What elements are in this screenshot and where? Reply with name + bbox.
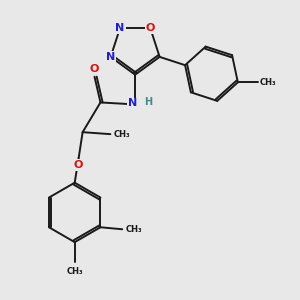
Text: O: O xyxy=(90,64,99,74)
Text: CH₃: CH₃ xyxy=(113,130,130,139)
Text: CH₃: CH₃ xyxy=(125,225,142,234)
Text: N: N xyxy=(116,23,124,33)
Text: CH₃: CH₃ xyxy=(66,267,83,276)
Text: CH₃: CH₃ xyxy=(260,78,276,87)
Text: O: O xyxy=(74,160,83,170)
Text: N: N xyxy=(106,52,115,62)
Text: N: N xyxy=(128,98,137,108)
Text: H: H xyxy=(144,98,152,107)
Text: O: O xyxy=(146,23,155,33)
